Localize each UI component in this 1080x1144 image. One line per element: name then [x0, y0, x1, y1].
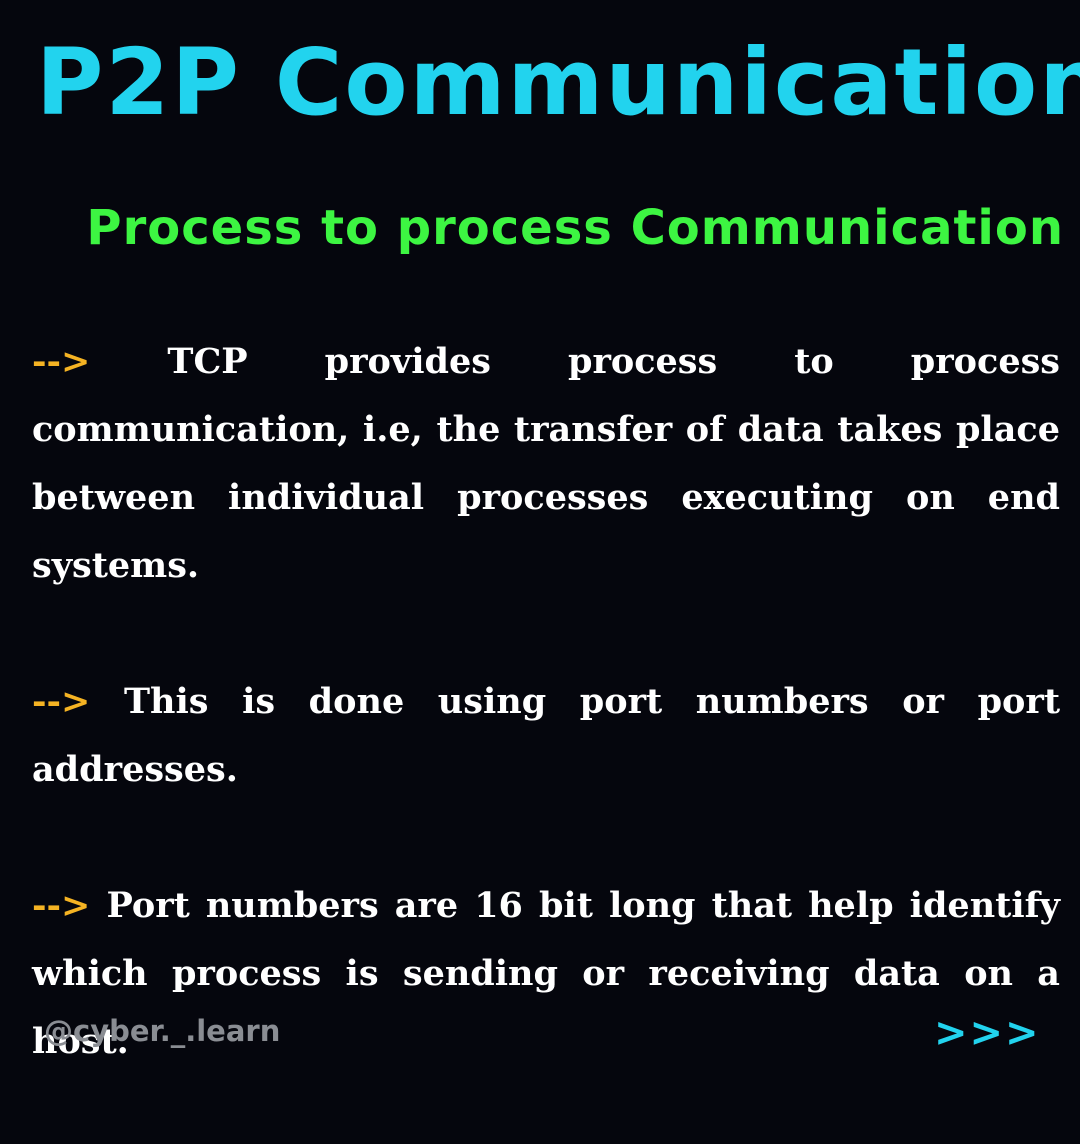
bullet-point-2: --> This is done using port numbers or p… [32, 668, 1060, 804]
bullet-point-3: --> Port numbers are 16 bit long that he… [32, 872, 1060, 1076]
bullet-list: --> TCP provides process to process comm… [32, 328, 1060, 1144]
bullet-text: Port numbers are 16 bit long that help i… [32, 885, 1061, 1062]
author-handle: @cyber._.learn [44, 1014, 281, 1048]
arrow-bullet-icon: --> [32, 681, 91, 722]
bullet-text: This is done using port numbers or port … [32, 681, 1061, 790]
slide: P2P Communication Process to process Com… [32, 29, 1080, 1062]
page-subtitle: Process to process Communication [86, 200, 1064, 256]
next-slide-icon[interactable]: >>> [934, 1010, 1041, 1056]
arrow-bullet-icon: --> [32, 341, 91, 382]
page-title: P2P Communication [36, 29, 1080, 136]
arrow-bullet-icon: --> [32, 885, 91, 926]
bullet-point-1: --> TCP provides process to process comm… [32, 328, 1060, 600]
bullet-text: TCP provides process to process communic… [32, 341, 1060, 586]
